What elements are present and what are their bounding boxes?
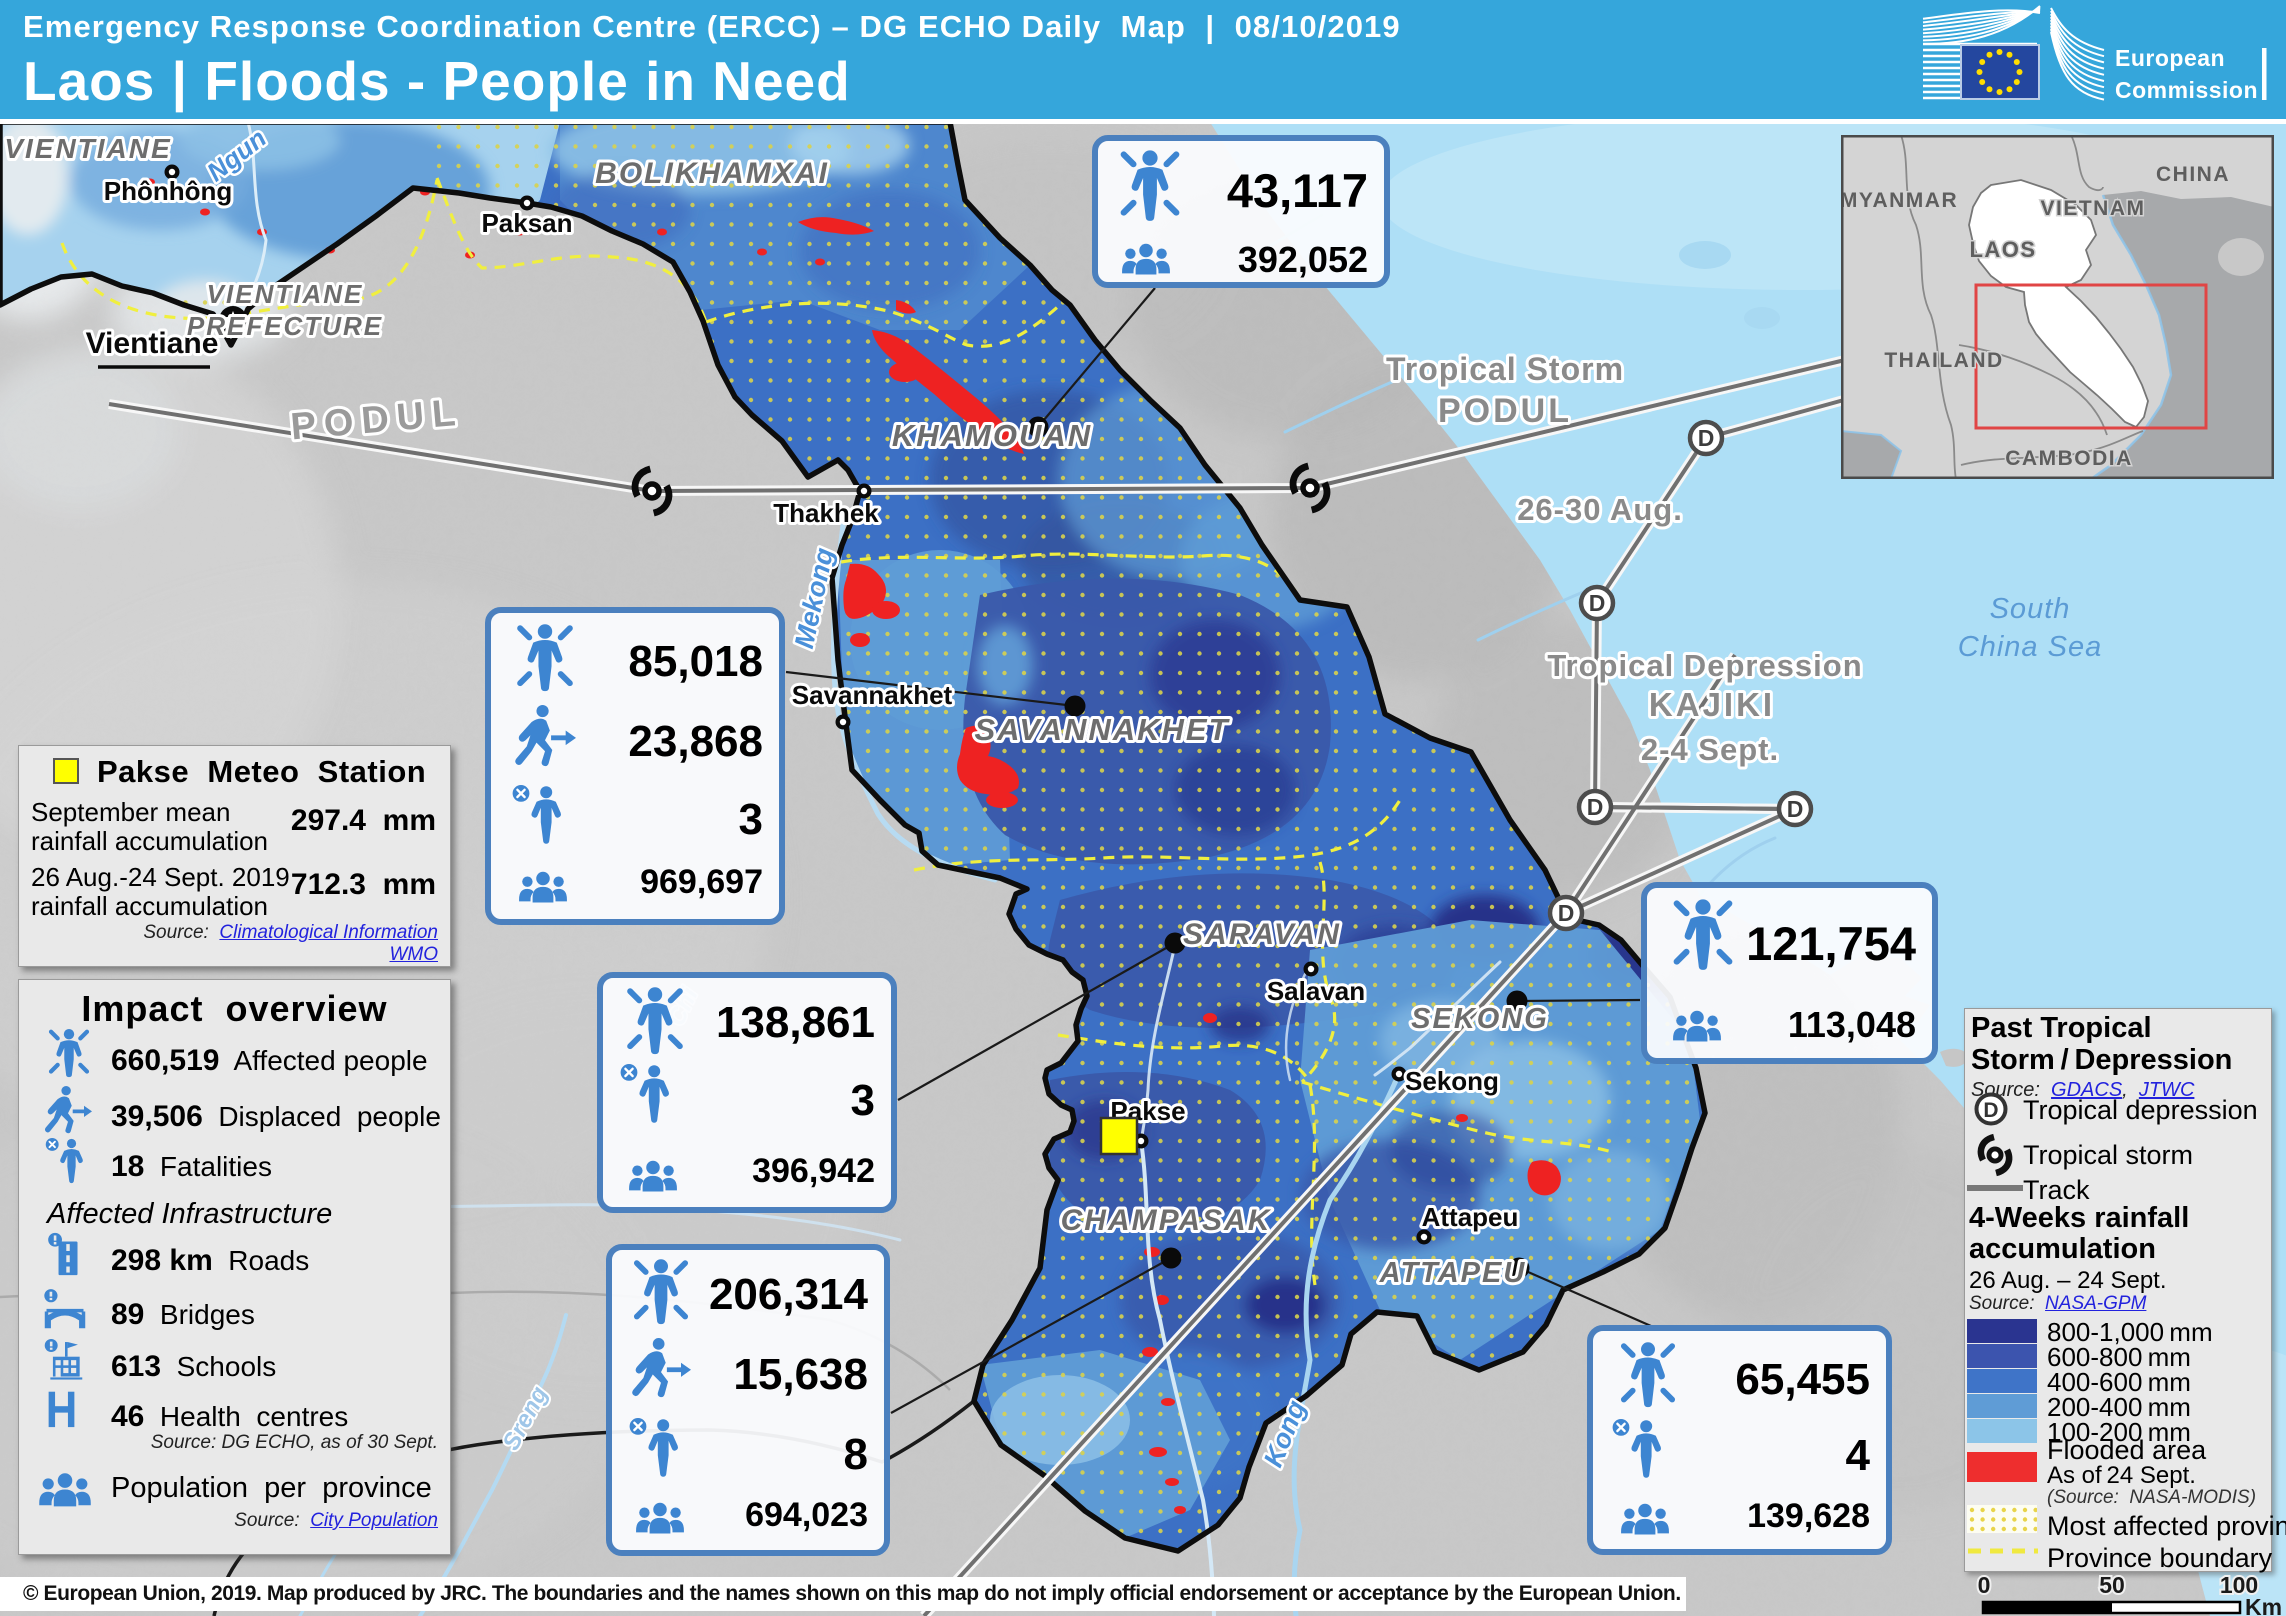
- svg-text:CHAMPASAK: CHAMPASAK: [1061, 1204, 1272, 1237]
- svg-text:Attapeu: Attapeu: [1422, 1202, 1519, 1232]
- svg-text:VIENTIANE: VIENTIANE: [4, 133, 171, 164]
- svg-text:Sekong: Sekong: [1405, 1066, 1499, 1096]
- svg-text:Vientiane: Vientiane: [86, 327, 219, 360]
- svg-text:PODUL: PODUL: [1438, 392, 1572, 430]
- svg-text:Tropical Depression: Tropical Depression: [1547, 648, 1862, 683]
- svg-text:Savannakhet: Savannakhet: [792, 680, 953, 710]
- svg-text:KAJIKI: KAJIKI: [1649, 686, 1775, 723]
- svg-text:Tropical Storm: Tropical Storm: [1386, 351, 1624, 387]
- svg-text:50: 50: [2099, 1572, 2125, 1598]
- svg-text:CAMBODIA: CAMBODIA: [2005, 447, 2133, 470]
- svg-text:Salavan: Salavan: [1267, 976, 1365, 1006]
- svg-text:D: D: [1698, 425, 1715, 451]
- svg-text:KHAMOUAN: KHAMOUAN: [892, 418, 1092, 453]
- svg-text:VIETNAM: VIETNAM: [2041, 197, 2146, 220]
- svg-text:BOLIKHAMXAI: BOLIKHAMXAI: [595, 157, 829, 190]
- svg-text:D: D: [1787, 796, 1804, 822]
- svg-text:THAILAND: THAILAND: [1884, 349, 2003, 372]
- svg-text:Phônhông: Phônhông: [104, 176, 233, 206]
- svg-text:SEKONG: SEKONG: [1411, 1003, 1549, 1035]
- svg-text:European: European: [2115, 45, 2225, 71]
- svg-text:Thakhek: Thakhek: [773, 498, 879, 528]
- svg-text:100: 100: [2220, 1572, 2258, 1598]
- svg-text:MYANMAR: MYANMAR: [1841, 189, 1958, 212]
- svg-text:0: 0: [1978, 1572, 1991, 1598]
- svg-text:D: D: [1589, 590, 1606, 616]
- svg-text:LAOS: LAOS: [1969, 237, 2036, 262]
- svg-text:Paksan: Paksan: [481, 208, 572, 238]
- svg-text:D: D: [1558, 900, 1575, 926]
- svg-text:ATTAPEU: ATTAPEU: [1379, 1257, 1527, 1289]
- svg-text:SARAVAN: SARAVAN: [1183, 918, 1341, 951]
- svg-text:South: South: [1990, 593, 2071, 625]
- svg-text:PREFECTURE: PREFECTURE: [187, 311, 383, 341]
- svg-text:Km: Km: [2245, 1594, 2282, 1616]
- svg-text:Commission: Commission: [2115, 77, 2258, 103]
- svg-text:2-4 Sept.: 2-4 Sept.: [1641, 732, 1779, 767]
- svg-text:CHINA: CHINA: [2156, 163, 2230, 186]
- svg-text:D: D: [1983, 1099, 1998, 1122]
- svg-text:VIENTIANE: VIENTIANE: [207, 279, 364, 309]
- svg-text:D: D: [1587, 794, 1604, 820]
- svg-text:China Sea: China Sea: [1958, 631, 2102, 663]
- svg-text:SAVANNAKHET: SAVANNAKHET: [974, 712, 1230, 747]
- svg-text:26-30 Aug.: 26-30 Aug.: [1517, 492, 1683, 527]
